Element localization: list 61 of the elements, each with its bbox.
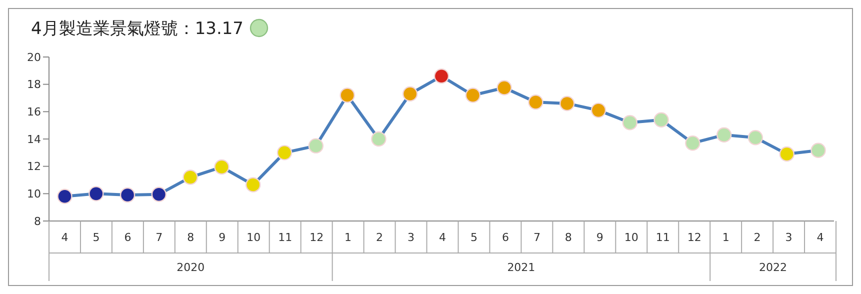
y-tick-label: 8 (34, 214, 41, 228)
x-tick-label: 7 (533, 231, 540, 244)
x-tick-label: 1 (722, 231, 730, 244)
text: 2020 (176, 261, 205, 274)
x-tick-label: 3 (408, 231, 415, 244)
point (371, 131, 386, 147)
x-tick-label: 1 (344, 231, 352, 244)
point (465, 88, 480, 103)
point (685, 136, 700, 151)
y-tick-label: 16 (27, 106, 41, 119)
x-tick-label: 8 (564, 231, 572, 244)
point (57, 188, 72, 204)
y-tick-label: 18 (27, 78, 41, 92)
point (590, 102, 606, 118)
x-tick-label: 7 (156, 231, 163, 244)
x-tick-label: 3 (785, 231, 792, 244)
point (340, 88, 355, 103)
point (182, 170, 198, 185)
point (151, 186, 167, 202)
point (779, 146, 794, 162)
y-tick-label: 12 (27, 160, 41, 174)
x-tick-label: 12 (310, 231, 324, 244)
x-tick-label: 4 (61, 231, 68, 244)
point (276, 145, 292, 160)
x-tick-label: 6 (502, 231, 509, 244)
point (716, 127, 732, 142)
point (622, 115, 638, 130)
x-tick-label: 4 (816, 231, 824, 244)
y-tick-label: 10 (27, 188, 41, 201)
text: 2022 (759, 261, 788, 274)
point (120, 187, 136, 203)
y-tick-label: 20 (27, 50, 41, 64)
x-tick-label: 5 (470, 231, 478, 244)
point (402, 86, 418, 102)
chart-title: 4月製造業景氣燈號：13.17 (31, 18, 244, 40)
x-tick-label: 9 (596, 231, 604, 244)
point (654, 112, 669, 128)
point (748, 130, 764, 146)
x-tick-label: 4 (439, 231, 446, 244)
x-tick-label: 10 (246, 231, 261, 244)
y-tick-label: 14 (27, 132, 41, 146)
x-tick-label: 8 (187, 231, 194, 244)
x-tick-label: 2 (754, 231, 761, 244)
point (496, 80, 512, 96)
point (559, 96, 575, 112)
point (214, 159, 230, 175)
text: 2021 (507, 261, 536, 274)
x-tick-label: 11 (656, 231, 670, 244)
x-tick-label: 2 (376, 231, 384, 244)
x-tick-label: 11 (278, 231, 292, 244)
point (528, 94, 544, 110)
x-tick-label: 10 (624, 231, 638, 244)
x-tick-label: 5 (92, 231, 100, 244)
x-tick-label: 6 (124, 231, 132, 244)
point (810, 142, 826, 158)
x-tick-label: 12 (687, 231, 702, 244)
point (88, 186, 104, 202)
x-tick-label: 9 (218, 231, 226, 244)
point (434, 68, 450, 84)
point (308, 138, 324, 154)
point (246, 177, 261, 192)
